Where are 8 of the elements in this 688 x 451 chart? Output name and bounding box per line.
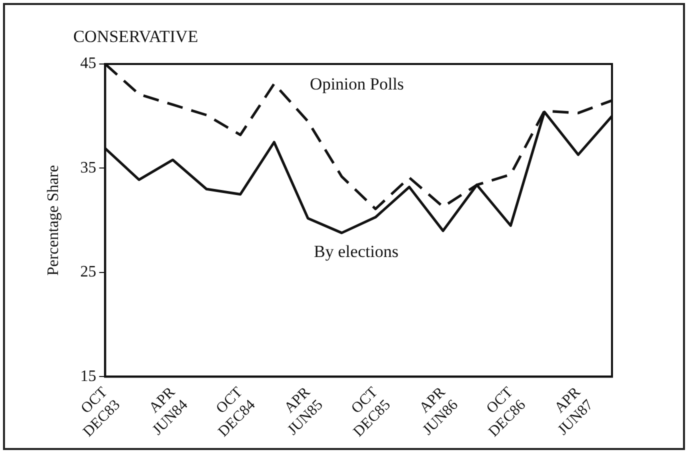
y-axis-title: Percentage Share	[44, 165, 62, 276]
y-tick-label: 45	[80, 55, 96, 72]
y-tick-label: 35	[80, 159, 96, 176]
series-label: By elections	[314, 242, 398, 261]
chart-title: CONSERVATIVE	[73, 27, 198, 46]
y-tick-label: 15	[80, 368, 96, 385]
y-tick-label: 25	[80, 264, 96, 281]
series-label: Opinion Polls	[310, 74, 404, 94]
